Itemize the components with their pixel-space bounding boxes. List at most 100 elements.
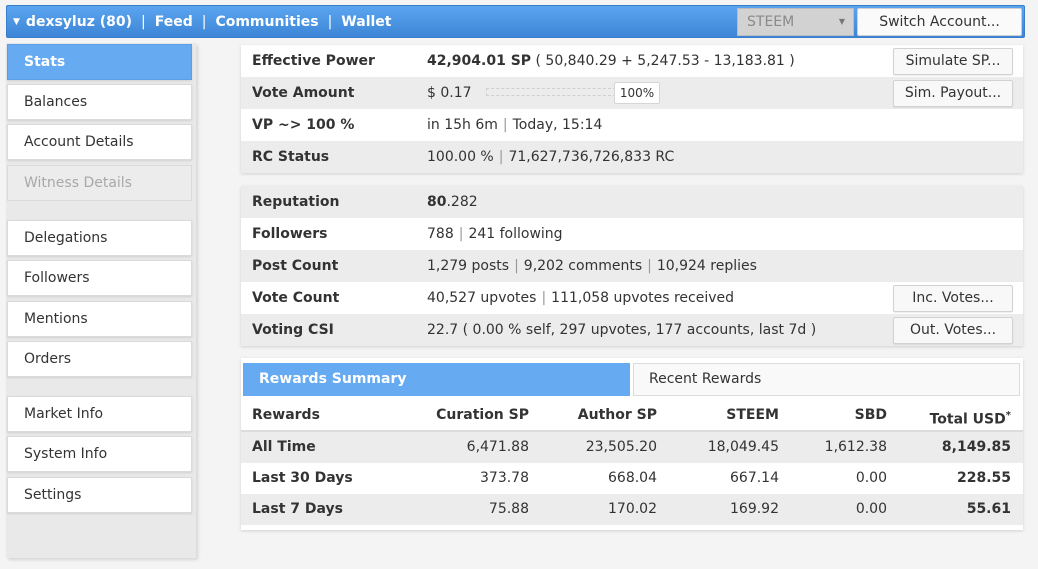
- reputation-label: Reputation: [252, 194, 340, 210]
- table-header-row: Rewards Curation SP Author SP STEEM SBD …: [241, 400, 1023, 432]
- voting-csi-label: Voting CSI: [252, 322, 334, 338]
- vote-amount-label: Vote Amount: [252, 85, 355, 101]
- table-row: Last 30 Days 373.78 668.04 667.14 0.00 2…: [241, 463, 1023, 494]
- total-usd-cell: 55.61: [966, 501, 1011, 517]
- row-vp: VP ~> 100 % in 15h 6m | Today, 15:14: [241, 109, 1023, 141]
- top-bar: ▼ dexsyluz (80) | Feed | Communities | W…: [6, 5, 1025, 38]
- rc-label: RC Status: [252, 149, 330, 165]
- upvotes-received: 111,058 upvotes received: [551, 290, 735, 306]
- out-votes-button[interactable]: Out. Votes...: [893, 316, 1013, 344]
- header-total-usd: Total USD*: [930, 400, 1011, 436]
- header-curation-sp: Curation SP: [436, 407, 529, 423]
- steem-cell: 18,049.45: [707, 439, 779, 455]
- top-nav: ▼ dexsyluz (80) | Feed | Communities | W…: [13, 6, 391, 37]
- row-label: All Time: [252, 439, 316, 455]
- rc-percent: 100.00 %: [427, 149, 494, 165]
- row-followers: Followers 788 | 241 following: [241, 218, 1023, 250]
- effective-power-value: 42,904.01 SP ( 50,840.29 + 5,247.53 - 13…: [427, 53, 795, 69]
- followers-value: 788 | 241 following: [427, 226, 563, 242]
- nav-wallet[interactable]: Wallet: [341, 13, 392, 30]
- post-count-label: Post Count: [252, 258, 339, 274]
- tab-recent-rewards[interactable]: Recent Rewards: [633, 363, 1020, 396]
- sidebar-item-account-details[interactable]: Account Details: [7, 124, 192, 160]
- sidebar-item-settings[interactable]: Settings: [7, 477, 192, 513]
- curation-sp-cell: 373.78: [480, 470, 529, 486]
- switch-account-button[interactable]: Switch Account...: [857, 8, 1022, 36]
- rewards-table: Rewards Curation SP Author SP STEEM SBD …: [241, 400, 1023, 525]
- sbd-cell: 0.00: [855, 501, 887, 517]
- slider-handle[interactable]: 100%: [613, 82, 660, 104]
- total-usd-cell: 228.55: [956, 470, 1011, 486]
- effective-power-detail: ( 50,840.29 + 5,247.53 - 13,183.81 ): [531, 53, 795, 69]
- curation-sp-cell: 6,471.88: [466, 439, 529, 455]
- nav-separator: |: [201, 13, 207, 30]
- replies-count: 10,924 replies: [656, 258, 757, 274]
- vp-label: VP ~> 100 %: [252, 117, 355, 133]
- token-select-value: STEEM: [747, 14, 795, 30]
- power-panel: Effective Power 42,904.01 SP ( 50,840.29…: [241, 45, 1023, 173]
- sidebar-item-stats[interactable]: Stats: [7, 44, 192, 80]
- steem-cell: 667.14: [730, 470, 779, 486]
- sim-payout-button[interactable]: Sim. Payout...: [893, 79, 1013, 107]
- row-label: Last 30 Days: [252, 470, 353, 486]
- vote-count-value: 40,527 upvotes | 111,058 upvotes received: [427, 290, 734, 306]
- effective-power-sp: 42,904.01 SP: [427, 53, 532, 69]
- tab-rewards-summary[interactable]: Rewards Summary: [243, 363, 630, 396]
- steem-cell: 169.92: [730, 501, 779, 517]
- post-count-value: 1,279 posts | 9,202 comments | 10,924 replie…: [427, 258, 757, 274]
- vote-amount-value-wrap: $ 0.17 100%: [427, 82, 661, 104]
- rc-amount: 71,627,736,726,833 RC: [508, 149, 675, 165]
- sidebar-item-system-info[interactable]: System Info: [7, 436, 192, 472]
- chevron-down-icon: ▼: [838, 17, 845, 26]
- author-sp-cell: 668.04: [608, 470, 657, 486]
- row-vote-count: Vote Count 40,527 upvotes | 111,058 upvote…: [241, 282, 1023, 314]
- user-menu[interactable]: dexsyluz (80): [25, 13, 132, 30]
- nav-separator: |: [141, 13, 146, 30]
- vote-amount-value: $ 0.17: [427, 85, 472, 101]
- reputation-value: 80.282: [427, 194, 478, 210]
- header-author-sp: Author SP: [577, 407, 657, 423]
- account-stats-panel: Reputation 80.282 Followers 788 | 241 foll…: [241, 186, 1023, 346]
- row-vote-amount: Vote Amount $ 0.17 100% Sim. Payout...: [241, 77, 1023, 109]
- simulate-sp-button[interactable]: Simulate SP...: [893, 47, 1013, 75]
- row-post-count: Post Count 1,279 posts | 9,202 comments | 10…: [241, 250, 1023, 282]
- followers-count: 788: [427, 226, 454, 242]
- author-sp-cell: 170.02: [608, 501, 657, 517]
- separator: |: [647, 258, 652, 274]
- triangle-down-icon[interactable]: ▼: [13, 16, 20, 27]
- voting-csi-value: 22.7 ( 0.00 % self, 297 upvotes, 177 acc…: [427, 322, 817, 338]
- row-rc: RC Status 100.00 % | 71,627,736,726,833 RC: [241, 141, 1023, 173]
- sidebar: Stats Balances Account Details Witness D…: [6, 43, 196, 558]
- sbd-cell: 0.00: [855, 470, 887, 486]
- sidebar-item-delegations[interactable]: Delegations: [7, 220, 192, 256]
- sidebar-item-balances[interactable]: Balances: [7, 84, 192, 120]
- slider-track[interactable]: [485, 88, 616, 96]
- separator: |: [458, 226, 464, 242]
- reputation-int: 80: [427, 194, 447, 210]
- sidebar-item-mentions[interactable]: Mentions: [7, 301, 192, 337]
- sbd-cell: 1,612.38: [824, 439, 887, 455]
- separator: |: [502, 117, 508, 133]
- effective-power-label: Effective Power: [252, 53, 375, 69]
- footnote-marker: *: [1005, 410, 1011, 421]
- total-usd-cell: 8,149.85: [941, 439, 1011, 455]
- header-total-usd-label: Total USD: [929, 411, 1006, 428]
- sidebar-item-orders[interactable]: Orders: [7, 341, 192, 377]
- author-sp-cell: 23,505.20: [585, 439, 657, 455]
- header-sbd: SBD: [854, 407, 887, 423]
- sidebar-item-witness-details: Witness Details: [7, 165, 192, 201]
- posts-count: 1,279 posts: [427, 258, 510, 274]
- followers-label: Followers: [252, 226, 328, 242]
- nav-communities[interactable]: Communities: [215, 13, 319, 30]
- vote-weight-slider[interactable]: 100%: [485, 82, 661, 104]
- nav-feed[interactable]: Feed: [154, 13, 193, 30]
- sidebar-item-market-info[interactable]: Market Info: [7, 396, 192, 432]
- inc-votes-button[interactable]: Inc. Votes...: [893, 284, 1013, 312]
- table-row: All Time 6,471.88 23,505.20 18,049.45 1,…: [241, 432, 1023, 463]
- token-select[interactable]: STEEM ▼: [737, 8, 854, 36]
- vp-value: in 15h 6m | Today, 15:14: [427, 117, 602, 133]
- sidebar-item-followers[interactable]: Followers: [7, 260, 192, 296]
- curation-sp-cell: 75.88: [488, 501, 529, 517]
- header-steem: STEEM: [726, 407, 779, 423]
- separator: |: [514, 258, 519, 274]
